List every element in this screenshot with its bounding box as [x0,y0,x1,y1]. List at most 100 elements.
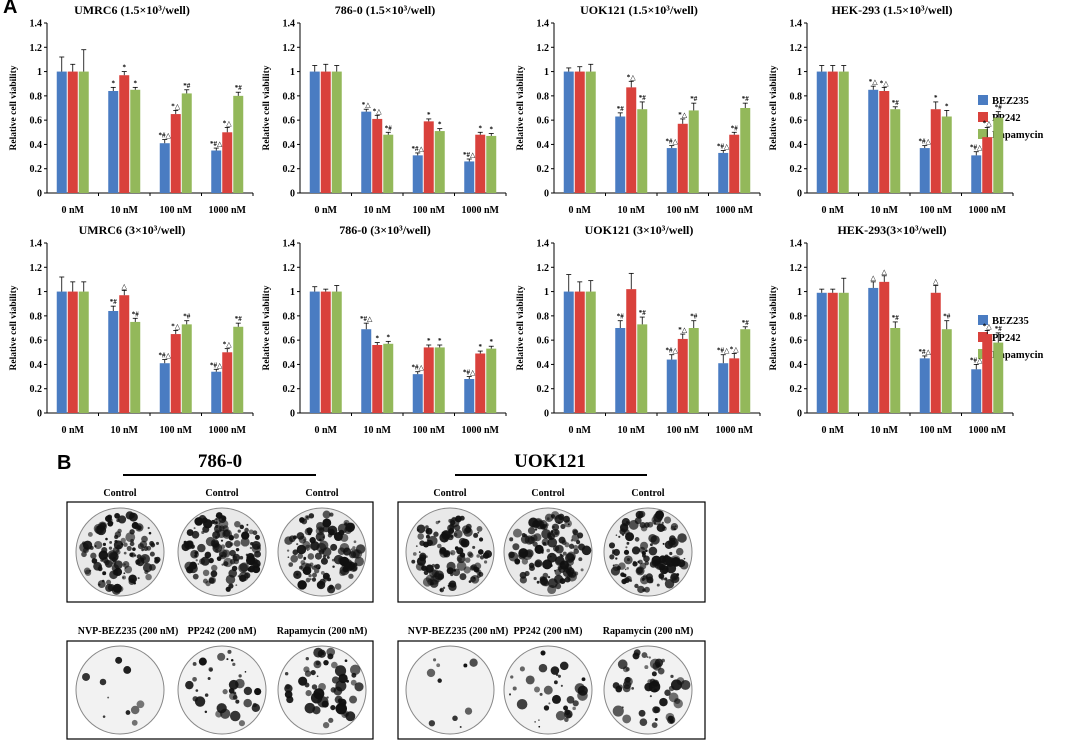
colony-dot [437,543,442,549]
bar-rapamycin [688,328,699,413]
colony-dot [105,515,112,523]
y-tick-label: 1.2 [790,43,803,54]
colony-dot [547,532,556,541]
colony-dot [240,537,250,547]
bar-pp242 [879,281,890,413]
significance-label: △ [933,278,939,286]
bar-bez235 [108,311,119,413]
bar-pp242 [475,353,486,413]
colony-dot [204,710,208,714]
colony-dot [115,656,123,664]
bar-pp242 [67,71,78,193]
significance-label: *#△ [970,356,983,364]
colony-dot [638,559,643,565]
colony-dot [339,542,350,553]
colony-dot [645,549,648,553]
colony-dot [434,563,440,570]
significance-label: *#△ [970,144,983,152]
panel-a-label: A [3,0,18,18]
colony-dot [655,510,665,520]
colony-dot [102,542,107,546]
colony-dot [448,580,457,588]
colony-dot [132,547,136,552]
colony-dot [557,674,561,678]
colony-dot [610,566,621,576]
significance-label: *△ [373,107,383,115]
colony-dot [669,551,673,556]
colony-dot [536,580,540,584]
colony-dot [425,525,429,529]
significance-label: *△ [730,346,740,354]
colony-dot [564,542,570,548]
colony-dot [197,543,206,553]
colony-dot [320,651,325,656]
colony-dot [561,554,564,558]
colony-dot [105,583,114,592]
y-tick-label: 0.8 [537,311,550,322]
colony-dot [639,541,649,550]
colony-dot [459,726,462,728]
colony-dot [89,569,92,572]
colony-dot [322,572,330,580]
colony-dot [635,566,645,576]
colony-dot [622,680,632,690]
colony-dot [238,674,242,678]
colony-dot [550,530,554,533]
colony-dot [484,550,493,558]
colony-dot [563,705,569,711]
petri-dish [503,507,593,597]
significance-label: *# [639,94,647,102]
colony-dot [292,535,297,540]
bar-pp242 [729,358,740,413]
y-tick-label: 1.2 [30,43,43,54]
y-tick-label: 0.4 [790,360,803,371]
bar-pp242 [475,134,486,193]
colony-dot [148,531,152,535]
chart-title: 786-0 (3×10³/well) [339,223,430,237]
colony-dot [451,516,457,522]
colony-dot [316,580,326,590]
colony-dot [428,720,436,727]
bar-bez235 [666,359,677,413]
bar-pp242 [729,134,740,193]
x-tick-label: 10 nM [618,425,646,436]
colony-dot [252,559,261,569]
colony-dot [572,528,578,535]
colony-dot [296,573,299,576]
colony-dot [612,548,620,556]
colony-dot [208,558,214,564]
colony-dot [309,578,312,581]
significance-label: *#△ [360,315,373,323]
colony-dot [514,559,521,565]
colony-dot [653,706,661,714]
colony-dot [330,687,337,693]
colony-dot [346,522,356,532]
colony-dot [330,543,338,551]
bar-rapamycin [331,291,342,413]
colony-dot [634,517,642,525]
colony-dot [626,558,630,562]
colony-dot [653,562,656,565]
significance-label: *△ [678,111,688,119]
colony-dot [220,708,231,719]
colony-dot [566,551,576,561]
colony-dot [540,651,545,656]
x-tick-label: 1000 nM [209,425,247,436]
significance-label: *# [183,82,191,90]
colony-dot [446,567,454,575]
colony-dot [509,537,514,542]
colony-dot [431,563,435,567]
colony-dot [562,551,567,556]
petri-dish [503,645,593,735]
y-tick-label: 1 [544,67,549,78]
bar-pp242 [677,338,688,413]
significance-label: *# [235,84,243,92]
colony-dot [661,521,664,525]
bar-rapamycin [993,117,1004,193]
colony-dot [222,689,228,695]
colony-dot [651,671,657,677]
significance-label: △ [122,282,128,290]
y-tick-label: 0.2 [790,164,803,175]
bar-rapamycin [130,321,141,413]
colony-dot [331,676,340,684]
